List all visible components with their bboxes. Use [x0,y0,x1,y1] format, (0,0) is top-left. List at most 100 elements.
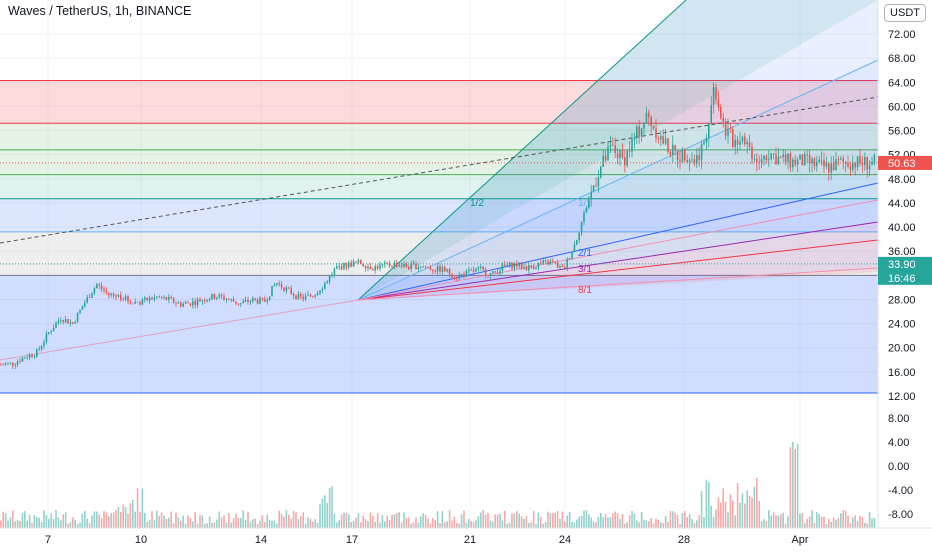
volume-bar [681,513,684,528]
candle-body [525,266,528,271]
volume-bar [684,511,686,528]
candle-body [141,299,144,305]
volume-bar [633,513,636,528]
candle-body [194,301,196,305]
volume-bar [696,520,698,528]
volume-bar [674,512,676,528]
volume-bar [153,520,156,528]
candle-body [691,159,693,161]
candle-body [715,87,717,100]
volume-bar [787,516,789,528]
volume-bar [628,515,631,528]
candle-body [768,159,770,161]
candle-body [840,158,842,160]
volume-bar [424,514,427,528]
volume-bar [96,511,98,528]
currency-button[interactable]: USDT [884,4,926,22]
volume-bar [384,521,386,528]
volume-bar [283,516,285,528]
volume-bar [43,510,45,528]
volume-bar [830,521,832,528]
gann-fan-ray [357,0,687,301]
volume-bar [756,478,758,528]
volume-bar [372,515,374,528]
volume-bar [201,515,204,528]
volume-bar [770,515,772,528]
candle-body [129,301,132,304]
candle-body [765,155,768,161]
candle-body [679,160,681,162]
candle-body [664,138,667,144]
volume-bar [422,513,424,528]
volume-bar [156,510,158,528]
gann-fan-label: 3/1 [578,264,592,275]
volume-bar [223,515,225,528]
volume-bar [254,518,256,528]
volume-bar [98,514,100,528]
volume-bar [624,523,626,528]
candle-body [475,268,477,272]
candle-body [811,158,813,164]
candle-body [410,263,412,269]
candle-body [297,293,300,299]
volume-bar [38,517,40,528]
candle-body [518,262,520,267]
volume-bar [585,510,588,528]
volume-bar [698,515,700,528]
candle-body [43,341,45,347]
candle-body [609,144,612,148]
volume-bar [300,516,302,528]
volume-bar [309,518,312,528]
volume-bar [753,486,756,528]
volume-bar [312,521,314,528]
volume-bar [302,512,304,528]
price-tick-label: 8.00 [888,413,909,425]
candle-body [48,332,50,334]
price-tick-label: 40.00 [888,222,916,234]
volume-bar [220,517,223,528]
candle-body [796,159,799,165]
volume-bar [686,517,688,528]
volume-bar [352,521,355,528]
candle-body [823,159,825,167]
candle-body [566,259,568,269]
volume-bar [146,522,148,528]
candle-body [468,269,470,271]
candle-body [146,297,148,301]
volume-bar [129,503,132,528]
candle-body [825,163,828,167]
volume-bar [537,512,540,528]
volume-bar [816,511,818,528]
volume-bar [285,510,288,528]
candle-body [211,293,213,300]
candle-body [842,158,844,162]
candle-body [549,260,552,265]
volume-bar [873,518,876,528]
time-tick-label: 7 [45,534,51,546]
candle-body [782,154,784,158]
price-tick-label: 4.00 [888,437,909,449]
candle-body [292,293,295,296]
candle-body [597,177,600,187]
candle-body [364,266,367,269]
volume-bar [847,515,849,528]
volume-bar [861,517,864,528]
volume-bar [115,510,117,528]
volume-bar [16,520,19,528]
volume-bar [700,490,703,528]
candle-body [64,318,67,323]
candle-body [427,267,429,268]
volume-bar [91,515,93,528]
volume-bar [691,519,693,528]
volume-bar [657,519,660,528]
time-tick-label: 14 [255,534,267,546]
volume-bar [7,520,9,528]
volume-bar [784,523,787,528]
volume-bar [724,501,727,528]
candle-body [360,260,362,264]
candle-body [777,156,780,164]
candle-body [175,302,177,304]
level-price-badge [878,256,932,285]
